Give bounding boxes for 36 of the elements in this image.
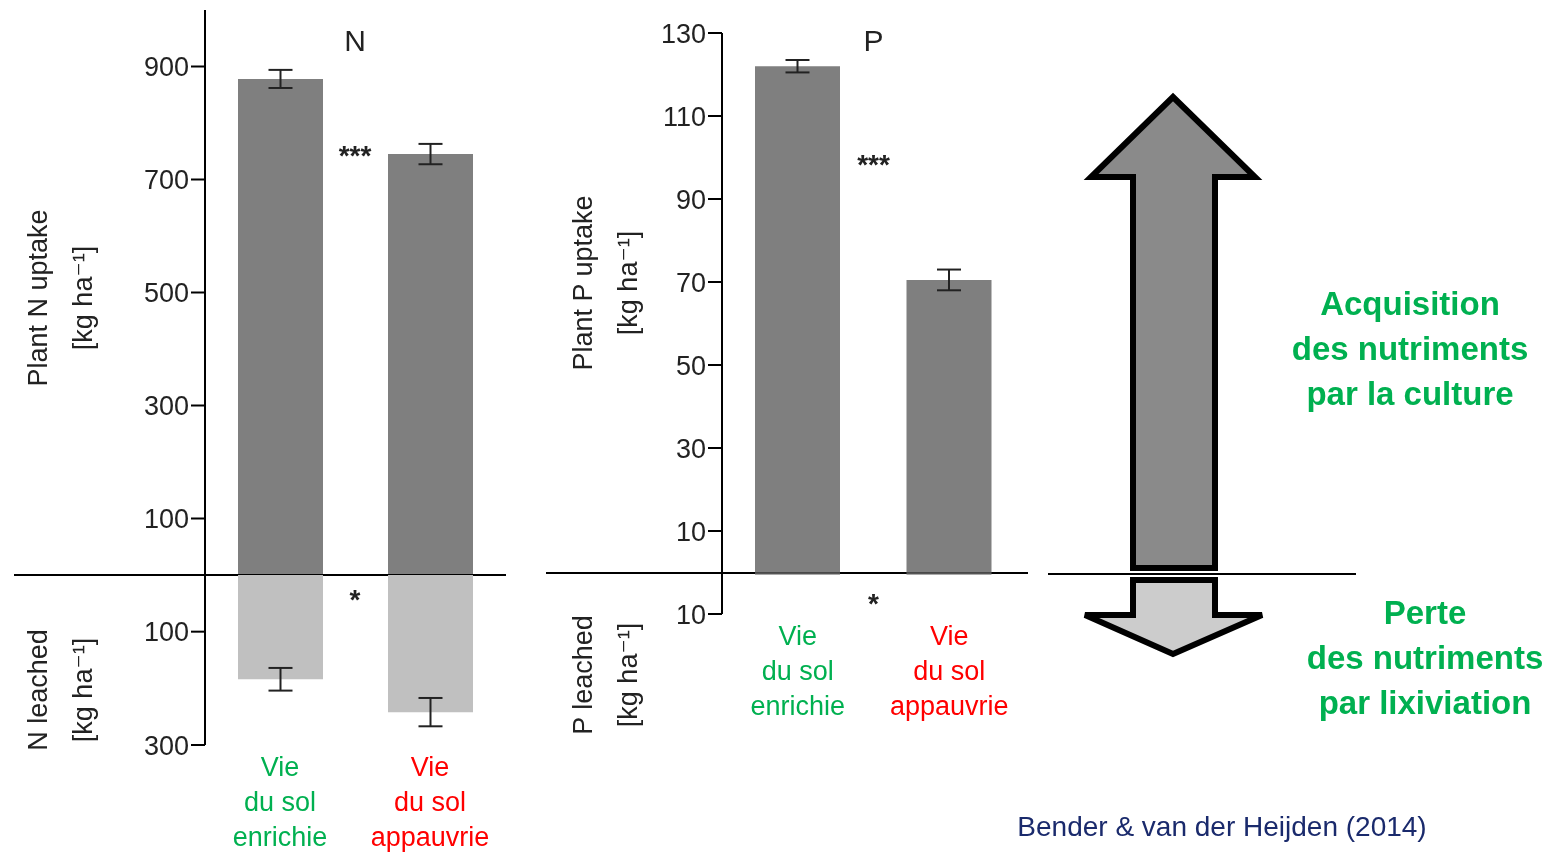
y-tick-label: 900 — [143, 52, 189, 83]
text: Acquisition des nutriments par la culture — [1291, 284, 1529, 414]
chart-title: P — [863, 24, 884, 58]
y-tick-label: 30 — [675, 433, 706, 464]
y-tick-label: 10 — [675, 516, 706, 547]
y-axis-title: N leached [kg ha⁻¹] — [22, 629, 99, 751]
y-tick-label: 100 — [143, 617, 189, 648]
y-tick-label: 100 — [143, 504, 189, 535]
y-tick-label: 110 — [662, 101, 706, 132]
text: Perte des nutriments par lixiviation — [1306, 593, 1544, 723]
y-tick-label: 50 — [675, 350, 706, 381]
y-tick-label: 700 — [143, 165, 189, 196]
annotation: * — [868, 587, 879, 620]
y-tick-label: 10 — [675, 599, 706, 630]
bar — [755, 66, 840, 573]
x-tick-label: Vie du sol appauvrie — [370, 751, 490, 853]
annotation: *** — [338, 139, 372, 172]
y-tick-label: 300 — [143, 391, 189, 422]
y-tick-label: 300 — [143, 730, 189, 761]
text: Bender & van der Heijden (2014) — [1017, 810, 1427, 844]
y-tick-label: 70 — [675, 267, 706, 298]
y-axis-title: Plant N uptake [kg ha⁻¹] — [22, 209, 99, 387]
y2-axis-title: P leached [kg ha⁻¹] — [567, 615, 644, 735]
y-tick-label: 500 — [143, 278, 189, 309]
bar — [755, 572, 840, 575]
bar — [906, 279, 992, 573]
annotation: * — [349, 583, 361, 616]
x-tick-label: Vie du sol appauvrie — [889, 620, 1009, 722]
y-tick-label: 90 — [675, 184, 706, 215]
text: N — [344, 24, 366, 58]
annotation: *** — [857, 149, 890, 182]
bar — [906, 572, 992, 575]
y-tick-label: 130 — [660, 18, 706, 49]
x-tick-label: Vie du sol enrichie — [750, 620, 846, 722]
y-axis-title: Plant P uptake [kg ha⁻¹] — [567, 195, 644, 371]
x-tick-label: Vie du sol enrichie — [232, 751, 328, 853]
